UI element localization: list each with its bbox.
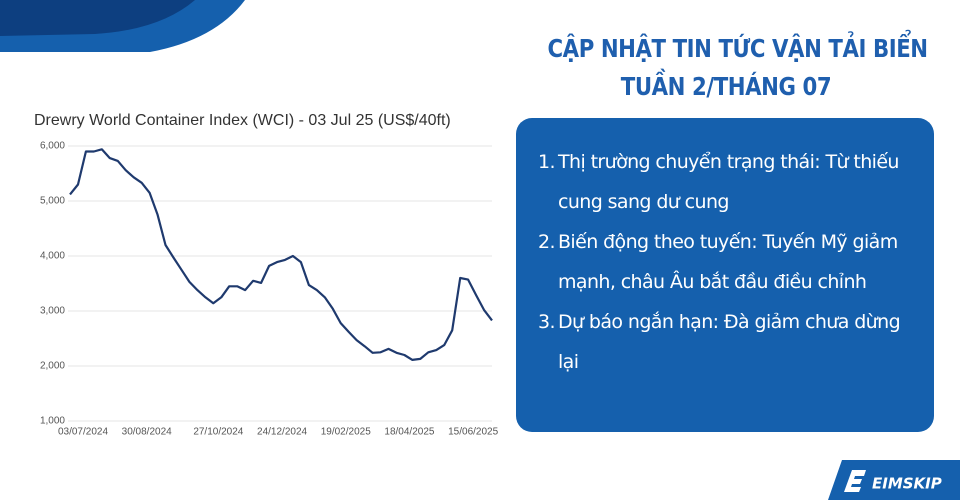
list-text: Dự báo ngắn hạn: Đà giảm chưa dừng lại (558, 311, 901, 373)
chart: Drewry World Container Index (WCI) - 03 … (34, 112, 499, 438)
x-tick-label: 24/12/2024 (257, 427, 307, 438)
chart-title: Drewry World Container Index (WCI) - 03 … (34, 112, 451, 129)
corner-shape (0, 0, 195, 36)
list-item: 3. Dự báo ngắn hạn: Đà giảm chưa dừng lại (538, 302, 916, 382)
summary-box: 1. Thị trường chuyển trạng thái: Từ thiếu… (516, 118, 934, 432)
y-tick-label: 5,000 (40, 196, 65, 207)
x-tick-label: 30/08/2024 (122, 427, 172, 438)
y-tick-label: 1,000 (40, 416, 65, 427)
list-item: 1. Thị trường chuyển trạng thái: Từ thiếu… (538, 142, 916, 222)
data-line (69, 148, 493, 361)
y-tick-label: 3,000 (40, 306, 65, 317)
x-tick-label: 19/02/2025 (321, 427, 371, 438)
list-text: Biến động theo tuyến: Tuyến Mỹ giảm mạnh… (558, 231, 898, 293)
logo-icon (844, 470, 866, 492)
list-number: 1. (538, 151, 556, 173)
y-tick-label: 6,000 (40, 141, 65, 152)
brand: EIMSKIP (872, 475, 942, 493)
y-tick-label: 2,000 (40, 361, 65, 372)
x-tick-label: 03/07/2024 (58, 427, 108, 438)
header-line: CẬP NHẬT TIN TỨC VẬN TẢI BIỂN (547, 34, 929, 63)
list-item: 2. Biến động theo tuyến: Tuyến Mỹ giảm mạ… (538, 222, 916, 302)
header-line: TUẦN 2/THÁNG 07 (620, 72, 832, 101)
header: CẬP NHẬT TIN TỨC VẬN TẢI BIỂN TUẦN 2/THÁ… (547, 30, 929, 106)
y-tick-label: 4,000 (40, 251, 65, 262)
x-tick-label: 27/10/2024 (193, 427, 243, 438)
list-number: 3. (538, 311, 556, 333)
list-number: 2. (538, 231, 556, 253)
x-tick-label: 18/04/2025 (384, 427, 434, 438)
list-text: Thị trường chuyển trạng thái: Từ thiếu c… (558, 151, 899, 213)
x-tick-label: 15/06/2025 (448, 427, 498, 438)
